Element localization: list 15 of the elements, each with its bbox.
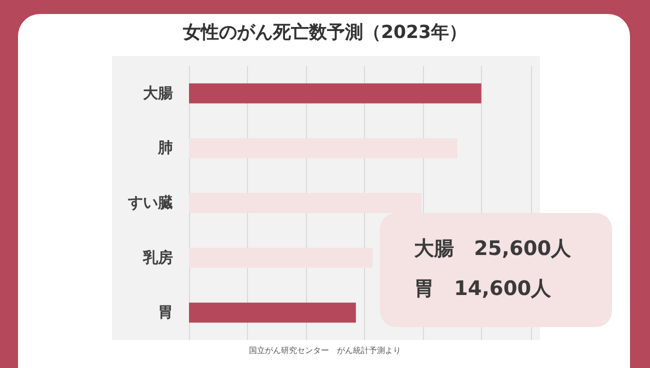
rounded-card: 大腸 25,600人 胃 14,600人 [380, 213, 612, 327]
annotation: 胃 14,600人 [414, 275, 552, 302]
bar [189, 248, 373, 268]
y-tick-label: 大腸 [143, 84, 173, 102]
bar [189, 83, 482, 104]
chart-title: 女性のがん死亡数予測（2023年） [182, 21, 468, 44]
y-tick-label: すい臓 [127, 194, 173, 212]
bar [189, 302, 356, 323]
y-tick-label: 肺 [157, 140, 173, 157]
y-tick-label: 乳房 [142, 248, 173, 266]
y-tick-label: 胃 [158, 304, 173, 322]
annotation: 大腸 25,600人 [414, 235, 572, 262]
text: 国立がん研究センター がん統計予測より [248, 345, 402, 356]
bar [189, 138, 458, 158]
bar [189, 193, 422, 213]
